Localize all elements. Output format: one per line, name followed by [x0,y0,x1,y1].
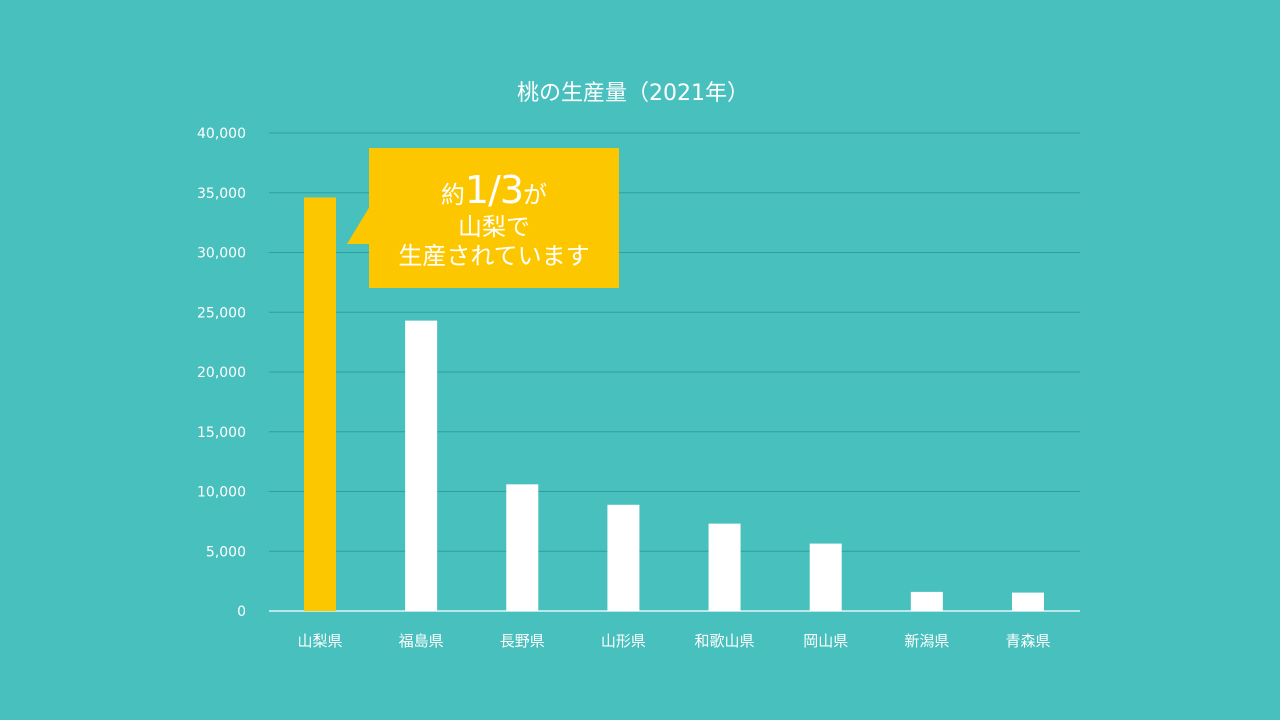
bar-4 [607,504,640,611]
y-tick-label: 30,000 [197,246,246,262]
callout-line-3: 生産されています [398,242,590,271]
y-tick-label: 15,000 [197,425,246,441]
highlight-callout: 約1/3が 山梨で 生産されています [347,148,619,288]
bars-layer [304,197,1044,611]
y-axis-labels: 0 5,000 10,000 15,000 20,000 25,000 30,000 35,0… [197,126,246,620]
y-tick-label: 0 [237,604,246,620]
bar-3 [506,484,539,611]
x-axis-labels: 山梨県 福島県 長野県 山形県 和歌山県 岡山県 新潟県 青森県 [297,632,1050,650]
y-tick-label: 10,000 [197,485,246,501]
x-tick-label: 新潟県 [904,632,949,650]
y-tick-label: 40,000 [197,126,246,142]
x-tick-label: 岡山県 [803,632,848,650]
x-tick-label: 福島県 [399,632,444,650]
x-tick-label: 長野県 [500,632,545,650]
bar-1 [304,197,336,611]
callout-prefix: 約 [440,180,465,209]
x-tick-label: 和歌山県 [695,632,755,650]
callout-line-2: 山梨で [458,212,530,241]
x-tick-label: 青森県 [1005,632,1050,650]
callout-line-1: 約1/3が [441,167,547,213]
bar-6 [809,543,842,611]
y-tick-label: 25,000 [197,305,246,321]
bar-2 [405,320,438,611]
bar-5 [708,523,741,611]
chart-title: 桃の生産量（2021年） [517,81,749,106]
x-tick-label: 山梨県 [297,632,342,650]
bar-7 [910,591,943,611]
x-tick-label: 山形県 [601,632,646,650]
y-tick-label: 35,000 [197,186,246,202]
y-tick-label: 20,000 [197,365,246,381]
y-tick-label: 5,000 [206,544,246,560]
bar-8 [1011,592,1044,611]
callout-value: 1/3 [464,167,524,212]
callout-suffix: が [523,180,548,209]
